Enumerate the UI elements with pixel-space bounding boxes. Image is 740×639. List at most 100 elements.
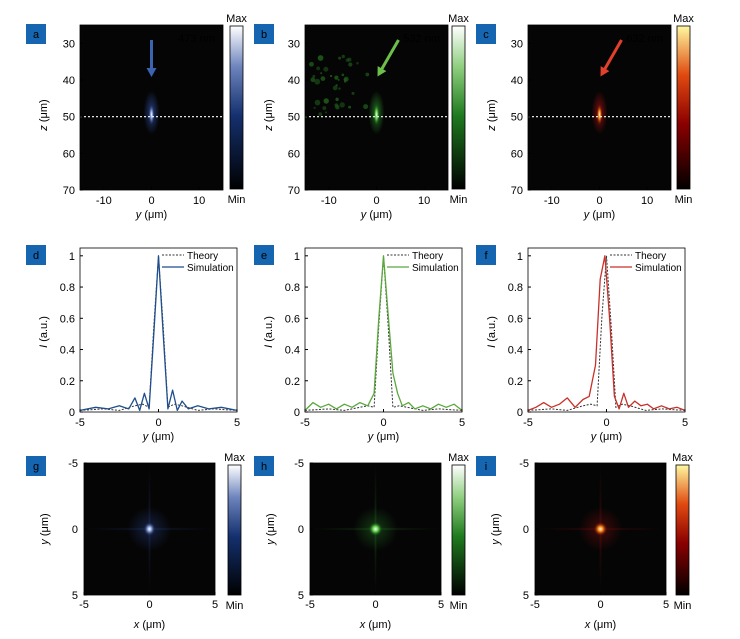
y-tick-label: -5 [68,458,78,470]
legend-simulation-label: Simulation [187,263,234,274]
y-tick-label: 0.4 [60,345,75,357]
x-tick-label: -10 [321,195,337,207]
panel-label-box [26,456,46,476]
background-speckle [345,58,350,62]
x-tick-label: 0 [155,417,161,429]
y-axis-label: y (μm) [39,513,51,545]
background-speckle [334,75,339,80]
x-tick-label: 0 [596,195,602,207]
background-speckle [343,80,347,83]
y-tick-label: 1 [294,251,300,263]
colorbar-max-label: Max [673,13,694,25]
panel-label-i: i [476,456,496,476]
y-tick-label: 60 [511,148,523,160]
colorbar-gradient [675,464,690,596]
x-tick-label: -10 [544,195,560,207]
y-tick-label: 40 [63,75,75,87]
background-speckle [329,74,333,78]
x-tick-label: 0 [146,599,152,611]
focal-spot [373,103,380,126]
background-speckle [332,85,338,91]
panel-label-box [476,24,496,44]
x-axis-label: x (μm) [133,619,165,631]
x-tick-label: 0 [373,195,379,207]
theory-curve [79,255,238,411]
background-speckle [313,106,316,110]
y-axis-label: z (μm) [486,99,498,131]
colorbar-max-label: Max [672,452,693,464]
line-panel-e: 00.20.40.60.81-5 0 5y (μm)I (a.u.)TheorySi… [263,247,465,443]
panel-label-text: f [484,250,488,262]
background-speckle [348,62,353,67]
x-tick-label: 0 [148,195,154,207]
panel-label-h: h [254,456,274,476]
y-tick-label: 0 [298,524,304,536]
panel-label-e: e [254,245,274,265]
legend-theory-label: Theory [187,251,218,262]
x-axis-label: y (μm) [142,431,174,443]
y-axis-label: I (a.u.) [38,316,50,348]
y-tick-label: 70 [63,185,75,197]
y-tick-label: 30 [288,38,300,50]
background-speckle [341,54,345,59]
background-speckle [316,66,321,71]
y-axis-label: I (a.u.) [263,316,275,348]
panel-label-f: f [476,245,496,265]
colorbar-gradient [451,25,466,190]
x-tick-label: -5 [523,417,533,429]
focal-heatmap-panel-h: -505-5 0 5x (μm)y (μm) [265,458,444,631]
y-tick-label: 70 [288,185,300,197]
colorbar-min-label: Min [226,600,244,612]
focus-arrow [378,39,400,74]
panel-label-c: c [476,24,496,44]
y-tick-label: 0 [294,407,300,419]
x-tick-label: 0 [380,417,386,429]
x-tick-label: -5 [79,599,89,611]
wavelength-label: 632 nm [626,33,663,45]
panel-label-a: a [26,24,46,44]
wavelength-label: 532 nm [403,33,440,45]
background-speckle [351,91,355,95]
panel-label-d: d [26,245,46,265]
background-speckle [309,61,314,67]
wavelength-label: 473 nm [178,33,215,45]
x-tick-label: 5 [663,599,669,611]
simulation-curve [527,255,686,412]
background-speckle [323,66,329,72]
x-tick-label: -5 [75,417,85,429]
x-axis-label: x (μm) [584,619,616,631]
x-axis-label: y (μm) [590,431,622,443]
colorbar-gradient [229,25,244,190]
x-tick-label: 5 [459,417,465,429]
y-tick-label: 0.6 [508,313,523,325]
y-tick-label: 0.2 [60,376,75,388]
y-axis-label: z (μm) [38,99,50,131]
panel-label-box [26,245,46,265]
y-tick-label: 5 [523,590,529,602]
y-tick-label: 0 [69,407,75,419]
background-speckle [310,77,316,83]
x-axis-label: x (μm) [359,619,391,631]
y-tick-label: 0.4 [285,345,300,357]
legend-theory-label: Theory [635,251,666,262]
colorbar-max-label: Max [448,452,469,464]
simulation-curve [304,255,463,411]
x-tick-label: -5 [305,599,315,611]
colorbar-c: Max Min [673,13,694,206]
background-speckle [318,112,323,117]
background-speckle [356,61,359,65]
heatmap-panel-b: 532 nm 30 40 50 60 70 -10 0 10 y (μm) z (μm) [263,24,449,221]
background-speckle [363,104,369,110]
panel-label-b: b [254,24,274,44]
panel-label-box [476,245,496,265]
y-tick-label: 50 [288,112,300,124]
y-axis-label: z (μm) [263,99,275,131]
colorbar-g: Max Min [224,452,245,612]
legend-theory-label: Theory [412,251,443,262]
y-tick-label: 0 [523,524,529,536]
x-axis-label: y (μm) [367,431,399,443]
background-speckle [335,97,339,102]
colorbar-h: Max Min [448,452,469,612]
